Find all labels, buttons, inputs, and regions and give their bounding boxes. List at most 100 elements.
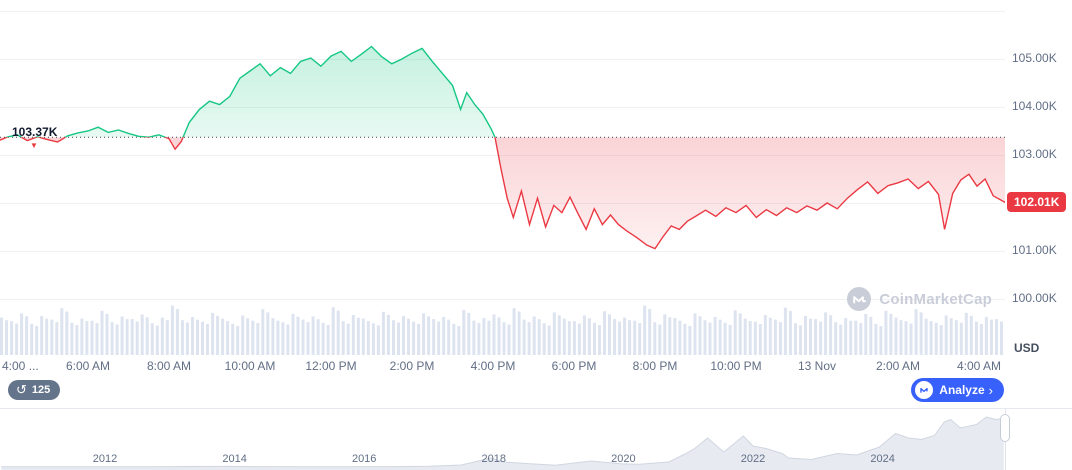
volume-bar: [5, 320, 8, 355]
volume-bar: [30, 323, 34, 355]
y-axis-label: 103.00K: [1012, 147, 1057, 161]
volume-bar: [306, 322, 310, 355]
volume-bar: [668, 317, 672, 355]
volume-bar: [361, 318, 365, 355]
volume-bar: [226, 321, 230, 355]
volume-bar: [311, 316, 315, 355]
history-count-badge[interactable]: ↺ 125: [8, 380, 61, 400]
volume-bar: [799, 325, 802, 355]
volume-bar: [894, 317, 898, 355]
timeline-brush[interactable]: 2012 2014 2016 2018 2020 2022 2024: [0, 408, 1072, 470]
volume-bar: [20, 313, 24, 355]
volume-bar: [763, 315, 767, 355]
volume-bar: [316, 319, 320, 355]
volume-bar: [462, 309, 466, 355]
volume-bar: [603, 311, 606, 355]
volume-bar: [623, 317, 627, 355]
volume-bar: [145, 317, 149, 355]
volume-bar: [487, 320, 491, 355]
volume-bar: [562, 318, 566, 355]
volume-bar: [512, 308, 516, 355]
volume-bar: [542, 323, 546, 355]
price-area-above-baseline: [0, 46, 1005, 138]
x-axis-label: 4:00 ...: [2, 359, 39, 373]
volume-bar: [638, 323, 642, 355]
volume-bar: [55, 322, 59, 355]
volume-bar: [35, 326, 39, 355]
x-axis-label: 12:00 PM: [305, 359, 357, 373]
volume-bar: [934, 322, 938, 355]
volume-bar: [482, 318, 486, 355]
volume-bar: [331, 307, 335, 355]
volume-bar: [698, 316, 702, 355]
volume-bar: [537, 319, 541, 355]
x-axis-label: 6:00 AM: [65, 359, 111, 373]
volume-bar: [165, 320, 169, 355]
volume-bar: [90, 320, 94, 355]
volume-bar: [648, 309, 652, 355]
volume-bar: [758, 324, 762, 355]
volume-bar: [497, 317, 501, 355]
volume-bar: [281, 322, 285, 355]
volume-bar: [15, 323, 19, 355]
volume-bar: [783, 307, 787, 355]
volume-bar: [713, 317, 717, 355]
history-clock-icon: ↺: [16, 382, 27, 397]
watermark-text: CoinMarketCap: [879, 290, 992, 308]
volume-bar: [452, 323, 456, 355]
volume-bar: [206, 324, 209, 355]
volume-bar: [45, 318, 49, 355]
volume-bar: [70, 322, 74, 355]
volume-bar: [110, 322, 114, 355]
volume-bar: [974, 321, 978, 355]
volume-bar: [618, 321, 622, 355]
volume-bar: [236, 326, 240, 355]
volume-bar: [397, 322, 400, 355]
volume-bar: [708, 322, 712, 355]
volume-bar: [959, 322, 963, 355]
volume-bar: [733, 310, 737, 355]
volume-bar: [160, 317, 164, 355]
volume-bar: [593, 322, 596, 355]
volume-bar: [633, 320, 637, 355]
volume-bar: [919, 312, 923, 355]
volume-bar: [457, 326, 461, 355]
volume-bar: [688, 326, 692, 355]
volume-bar: [914, 309, 918, 355]
price-chart-canvas[interactable]: [0, 0, 1005, 356]
volume-bar: [829, 315, 833, 355]
analyze-button[interactable]: Analyze ›: [911, 378, 1004, 402]
volume-bar: [251, 320, 255, 355]
volume-bar: [944, 315, 948, 355]
volume-bar: [180, 320, 184, 355]
volume-bar: [221, 318, 225, 355]
volume-bar: [557, 315, 561, 355]
volume-bar: [582, 315, 586, 355]
volume-bar: [115, 324, 119, 355]
volume-bar: [185, 322, 189, 355]
volume-bar: [884, 310, 888, 355]
volume-bar: [291, 313, 295, 355]
brush-handle[interactable]: [1000, 414, 1010, 442]
volume-bar: [814, 319, 818, 355]
y-axis-label: 105.00K: [1012, 51, 1057, 65]
volume-bar: [643, 305, 647, 355]
volume-bar: [386, 314, 390, 355]
year-axis: 2012 2014 2016 2018 2020 2022 2024: [0, 409, 1006, 470]
history-count: 125: [31, 383, 51, 396]
volume-bar: [794, 323, 797, 355]
volume-bar: [437, 321, 441, 355]
currency-unit-label[interactable]: USD: [1014, 341, 1040, 355]
y-axis-label: 101.00K: [1012, 243, 1057, 257]
volume-bar: [417, 324, 421, 355]
volume-bar: [587, 318, 591, 355]
volume-bar: [939, 325, 943, 355]
volume-bar: [768, 317, 772, 355]
volume-bar: [929, 321, 933, 355]
volume-bar: [191, 317, 194, 355]
volume-bar: [552, 312, 556, 355]
x-axis-label: 2:00 AM: [875, 359, 921, 373]
volume-bar: [683, 323, 687, 355]
volume-bar: [376, 325, 380, 355]
